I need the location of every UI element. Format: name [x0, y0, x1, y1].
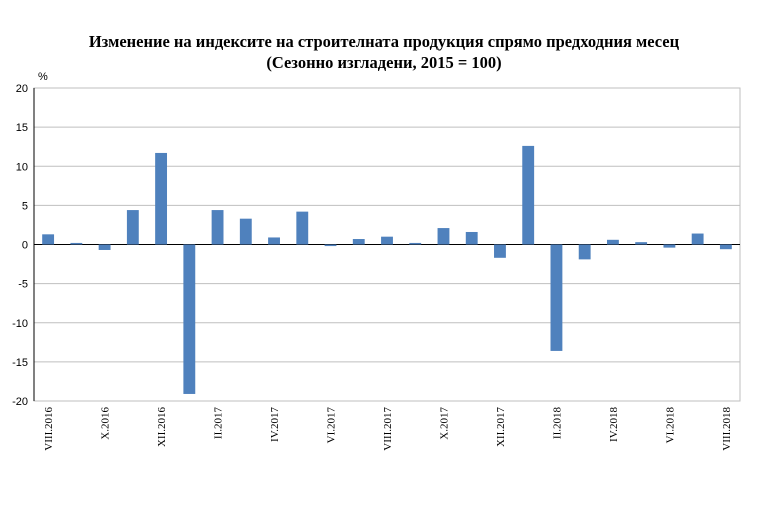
bar: [381, 236, 393, 245]
bar: [70, 242, 83, 245]
bar: [691, 233, 704, 245]
bar: [606, 239, 619, 245]
x-tick-label: XII.2017: [495, 407, 507, 448]
y-tick-label: -20: [12, 396, 28, 408]
bar: [409, 242, 422, 245]
x-tick-label: VI.2017: [326, 407, 338, 444]
bar: [126, 210, 139, 245]
bar: [211, 210, 224, 245]
chart-subtitle: (Сезонно изгладени, 2015 = 100): [266, 53, 502, 72]
x-tick-label: X.2016: [100, 407, 112, 440]
bar: [183, 244, 196, 394]
y-axis-unit-label: %: [38, 71, 48, 83]
bar: [437, 228, 450, 245]
x-tick-label: IV.2018: [608, 407, 620, 442]
bar: [98, 244, 111, 250]
bar: [155, 152, 168, 245]
bar: [42, 234, 55, 245]
y-tick-label: 10: [16, 161, 28, 173]
x-tick-label: XII.2016: [156, 407, 168, 448]
y-tick-label: 5: [22, 200, 28, 212]
bar: [324, 244, 337, 247]
bar: [239, 218, 252, 245]
chart-title: Изменение на индексите на строителната п…: [88, 32, 680, 51]
y-tick-label: -5: [18, 279, 28, 291]
bar: [352, 239, 365, 245]
bar: [465, 231, 478, 245]
x-tick-label: VIII.2016: [43, 407, 55, 451]
x-tick-label: VI.2018: [664, 407, 676, 444]
x-tick-label: VIII.2018: [721, 407, 733, 451]
bar: [494, 244, 506, 258]
y-tick-label: 20: [16, 83, 28, 95]
x-tick-label: II.2018: [551, 407, 563, 440]
y-tick-label: -10: [12, 318, 28, 330]
bar: [578, 244, 591, 260]
bar: [522, 145, 535, 245]
bar: [719, 244, 732, 250]
y-tick-label: 0: [22, 240, 28, 252]
x-tick-label: IV.2017: [269, 407, 281, 442]
bar: [550, 244, 563, 351]
bar: [268, 237, 280, 245]
x-tick-label: X.2017: [438, 407, 450, 440]
y-tick-label: 15: [16, 122, 28, 134]
bar: [635, 242, 648, 245]
bar: [663, 244, 676, 248]
x-tick-label: II.2017: [213, 407, 225, 440]
x-tick-label: VIII.2017: [382, 407, 394, 451]
bar: [296, 211, 309, 245]
y-tick-label: -15: [12, 357, 28, 369]
